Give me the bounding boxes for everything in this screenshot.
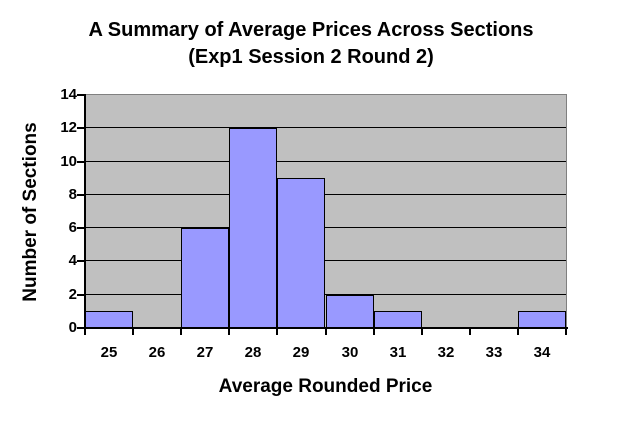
x-tick-9 <box>517 329 519 335</box>
y-tick-4 <box>77 260 85 262</box>
y-tick-14 <box>77 94 85 96</box>
x-tick-label-26: 26 <box>148 344 166 361</box>
x-tick-label-34: 34 <box>533 344 551 361</box>
x-tick-2 <box>180 329 182 335</box>
y-axis-title: Number of Sections <box>20 122 41 302</box>
y-tick-2 <box>77 294 85 296</box>
x-tick-1 <box>132 329 134 335</box>
y-tick-label-10: 10 <box>60 153 77 170</box>
x-tick-label-27: 27 <box>196 344 214 361</box>
x-tick-8 <box>469 329 471 335</box>
gridline-y-2 <box>85 294 566 295</box>
gridline-y-6 <box>85 227 566 228</box>
bar-25 <box>85 311 133 328</box>
bar-34 <box>518 311 566 328</box>
y-tick-6 <box>77 227 85 229</box>
y-tick-0 <box>77 327 85 329</box>
plot-area <box>85 95 566 328</box>
bar-28 <box>229 128 277 328</box>
x-tick-label-32: 32 <box>437 344 455 361</box>
x-tick-10 <box>565 329 567 335</box>
y-axis-line <box>84 94 86 330</box>
y-tick-label-0: 0 <box>68 319 77 336</box>
chart-title: A Summary of Average Prices Across Secti… <box>0 17 622 71</box>
chart-title-line2: (Exp1 Session 2 Round 2) <box>188 46 434 68</box>
x-tick-3 <box>228 329 230 335</box>
y-tick-10 <box>77 161 85 163</box>
x-tick-4 <box>276 329 278 335</box>
x-tick-label-25: 25 <box>100 344 118 361</box>
y-tick-12 <box>77 127 85 129</box>
chart-title-line1: A Summary of Average Prices Across Secti… <box>88 19 534 41</box>
gridline-y-10 <box>85 161 566 162</box>
gridline-y-12 <box>85 127 566 128</box>
y-tick-label-14: 14 <box>60 86 77 103</box>
bar-31 <box>374 311 422 328</box>
y-tick-label-12: 12 <box>60 119 77 136</box>
x-tick-label-33: 33 <box>485 344 503 361</box>
y-tick-label-4: 4 <box>68 252 77 269</box>
y-tick-8 <box>77 194 85 196</box>
y-tick-label-8: 8 <box>68 186 77 203</box>
gridline-y-4 <box>85 260 566 261</box>
bar-29 <box>277 178 325 328</box>
x-tick-label-28: 28 <box>244 344 262 361</box>
x-tick-label-30: 30 <box>341 344 359 361</box>
x-tick-label-29: 29 <box>292 344 310 361</box>
x-tick-6 <box>373 329 375 335</box>
bar-30 <box>326 295 374 328</box>
x-tick-5 <box>325 329 327 335</box>
x-axis-title: Average Rounded Price <box>218 376 433 397</box>
y-tick-label-6: 6 <box>68 219 77 236</box>
gridline-y-8 <box>85 194 566 195</box>
x-tick-0 <box>84 329 86 335</box>
x-tick-label-31: 31 <box>389 344 407 361</box>
bar-27 <box>181 228 229 328</box>
x-axis-line <box>84 327 568 329</box>
x-tick-7 <box>421 329 423 335</box>
y-tick-label-2: 2 <box>68 286 77 303</box>
